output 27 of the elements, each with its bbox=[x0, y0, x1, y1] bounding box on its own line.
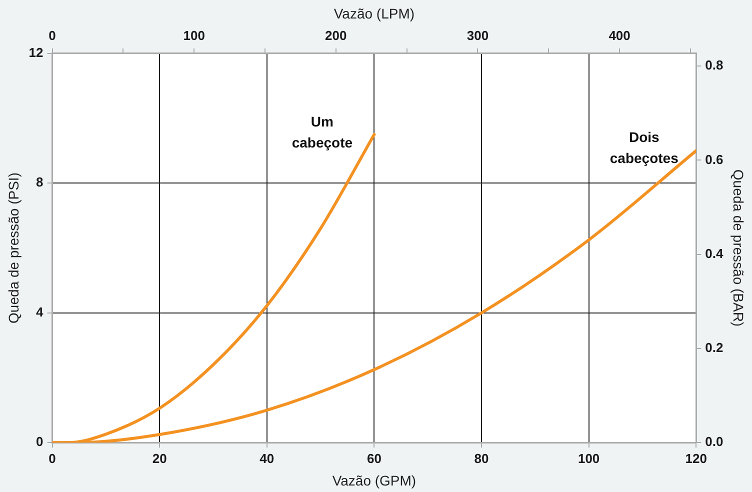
y-tick-label: 0 bbox=[36, 434, 44, 450]
x-tick-label: 0 bbox=[48, 450, 56, 466]
x2-tick-label: 200 bbox=[325, 28, 347, 44]
y-tick-label: 12 bbox=[28, 44, 44, 60]
x2-tick-label: 300 bbox=[466, 28, 489, 44]
series-label: Um cabeçote bbox=[292, 113, 353, 150]
series-label: Dois cabeçotes bbox=[610, 129, 679, 166]
x-tick-label: 40 bbox=[260, 450, 274, 466]
x2-tick-label: 0 bbox=[48, 28, 56, 44]
y2-tick-label: 0.2 bbox=[705, 340, 724, 356]
y2-tick-label: 0.6 bbox=[705, 152, 724, 167]
x-tick-label: 80 bbox=[474, 450, 489, 466]
x-tick-label: 120 bbox=[685, 450, 707, 466]
y-axis-title: Queda de pressão (PSI) bbox=[5, 172, 22, 324]
x-tick-label: 20 bbox=[152, 450, 167, 466]
y2-axis-title: Queda de pressão (BAR) bbox=[730, 169, 747, 327]
x2-tick-label: 400 bbox=[608, 28, 630, 44]
y-tick-label: 8 bbox=[36, 174, 44, 190]
x2-tick-label: 100 bbox=[183, 28, 205, 44]
y-tick-label: 4 bbox=[36, 304, 44, 320]
x2-axis-title: Vazão (LPM) bbox=[334, 5, 415, 22]
y2-tick-label: 0.4 bbox=[705, 246, 724, 261]
y2-tick-label: 0.8 bbox=[705, 58, 724, 73]
y2-tick-label: 0.0 bbox=[705, 434, 724, 450]
x-tick-label: 60 bbox=[366, 450, 382, 466]
x-axis-title: Vazão (GPM) bbox=[332, 472, 416, 488]
x-tick-label: 100 bbox=[578, 450, 600, 466]
